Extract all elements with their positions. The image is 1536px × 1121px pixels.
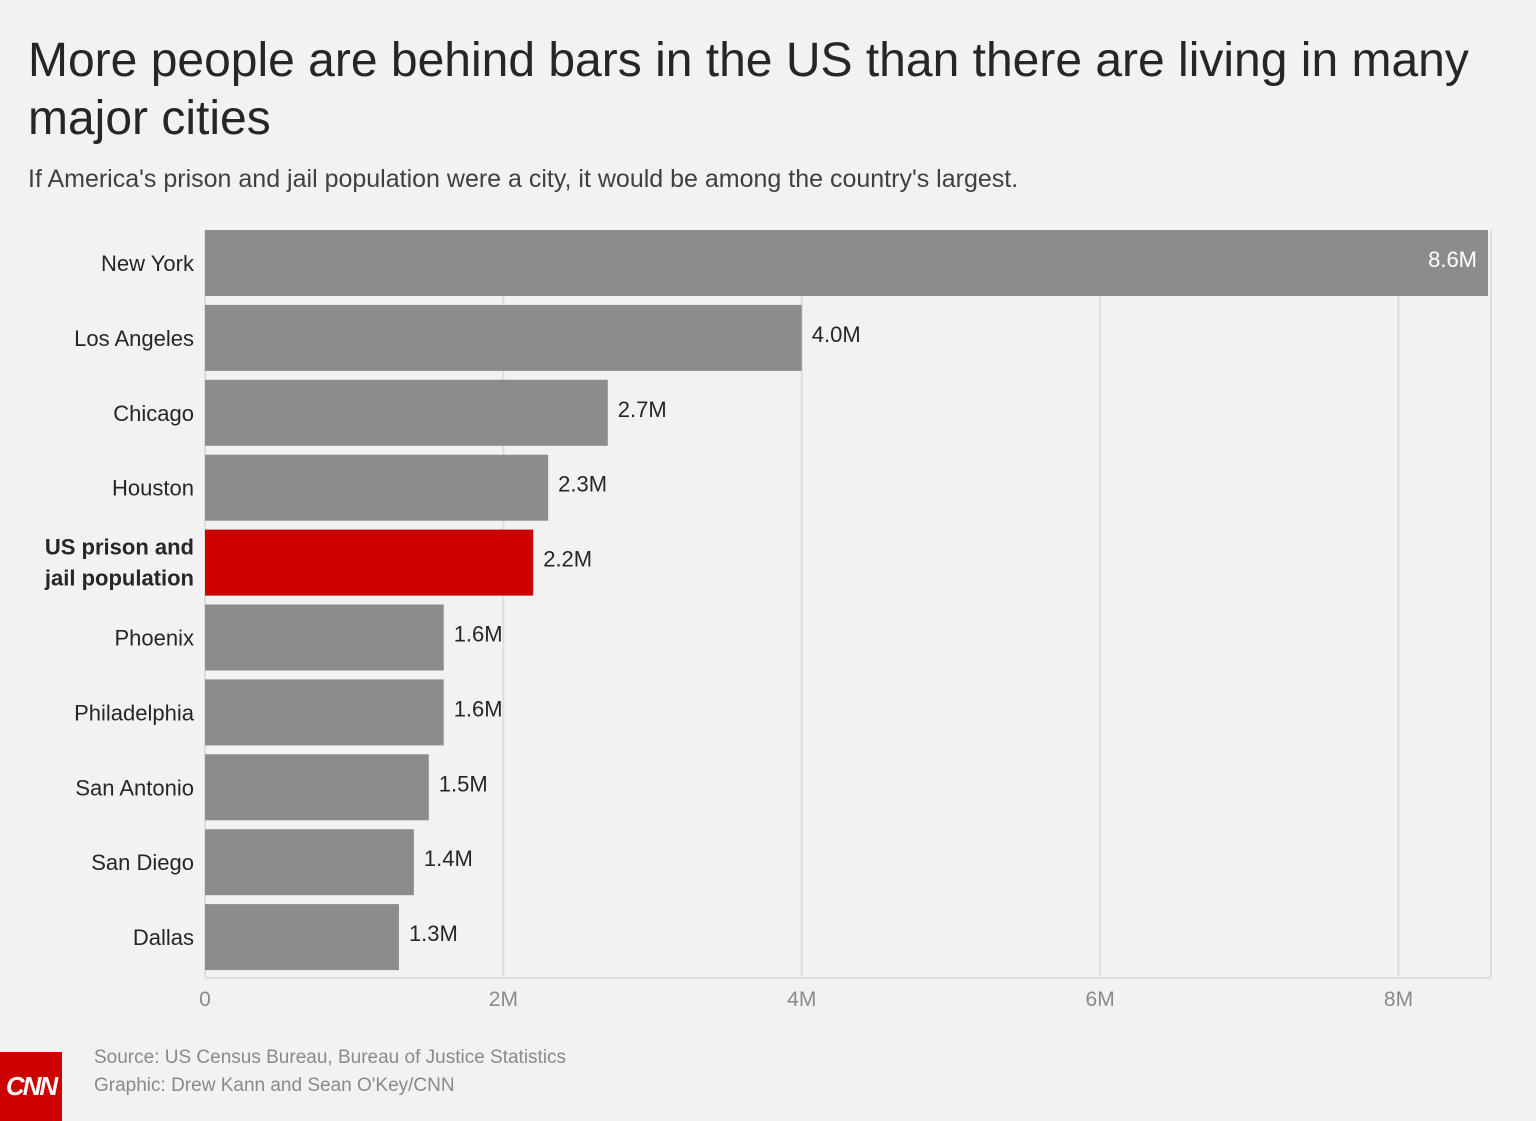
bar — [205, 379, 608, 446]
x-tick-label: 0 — [199, 988, 211, 1011]
category-label: US prison and jail population — [44, 535, 194, 591]
data-label: 2.7M — [618, 397, 667, 422]
bar-chart: 0 2M 4M 6M 8M New York 8.6M Los Angeles 4.0M Chic… — [44, 230, 1492, 1011]
category-label: Dallas — [133, 925, 194, 950]
category-label: Phoenix — [114, 626, 194, 651]
cnn-logo: CNN — [0, 1052, 62, 1121]
category-label: Philadelphia — [74, 700, 195, 725]
data-label: 1.5M — [439, 771, 488, 796]
data-label: 1.4M — [424, 846, 473, 871]
bar — [205, 829, 414, 896]
bar — [205, 529, 534, 596]
data-label: 2.2M — [543, 547, 592, 572]
category-label: Los Angeles — [74, 326, 194, 351]
data-label: 1.6M — [454, 696, 503, 721]
bar — [205, 679, 444, 746]
bar — [205, 454, 549, 521]
x-tick-label: 2M — [489, 988, 518, 1011]
chart-title: More people are behind bars in the US th… — [28, 34, 1469, 145]
bar — [205, 304, 802, 371]
logo-text: CNN — [5, 1071, 58, 1101]
category-label: New York — [101, 251, 195, 276]
category-label: San Antonio — [75, 775, 194, 800]
graphic-credit: Graphic: Drew Kann and Sean O'Key/CNN — [94, 1075, 455, 1096]
data-label: 4.0M — [812, 322, 861, 347]
category-label: San Diego — [91, 850, 194, 875]
chart-subtitle: If America's prison and jail population … — [28, 165, 1019, 193]
data-label: 2.3M — [558, 472, 607, 497]
source-block: Source: US Census Bureau, Bureau of Just… — [94, 1044, 566, 1100]
x-tick-label: 8M — [1384, 988, 1413, 1011]
bar — [205, 604, 444, 671]
data-label: 8.6M — [1428, 247, 1477, 272]
bar — [205, 904, 399, 971]
bar — [205, 230, 1489, 296]
x-tick-label: 4M — [787, 988, 816, 1011]
bar — [205, 754, 429, 821]
data-label: 1.3M — [409, 921, 458, 946]
source-note: Source: US Census Bureau, Bureau of Just… — [94, 1047, 567, 1068]
category-label: Houston — [112, 476, 194, 501]
x-tick-label: 6M — [1086, 988, 1115, 1011]
data-label: 1.6M — [454, 622, 503, 647]
category-label: Chicago — [113, 401, 194, 426]
